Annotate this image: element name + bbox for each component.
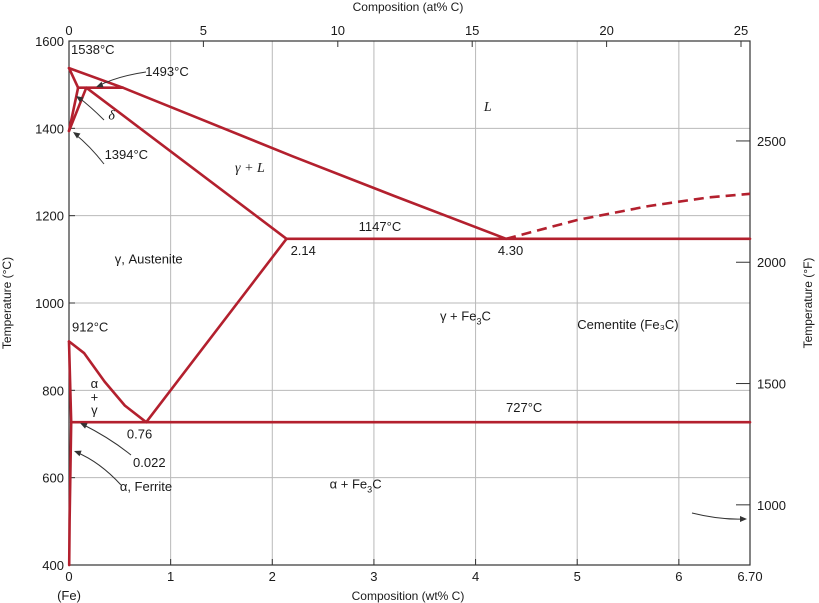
y-tick-label: 1600 xyxy=(35,34,64,49)
y-tick-label: 800 xyxy=(42,383,64,398)
y-axis-title-left: Temperature (°C) xyxy=(0,257,14,349)
x-tick-label: 6 xyxy=(675,569,682,584)
annotation-t912: 912°C xyxy=(72,319,108,334)
x2-tick-label: 0 xyxy=(65,23,72,38)
x-axis-title-bottom: Composition (wt% C) xyxy=(352,589,465,603)
x2-tick-label: 5 xyxy=(200,23,207,38)
x-tick-label: 3 xyxy=(370,569,377,584)
annotation-c214: 2.14 xyxy=(291,243,316,258)
phase-line-alpha-solvus-lower xyxy=(67,420,73,567)
x-tick-label: 4 xyxy=(472,569,479,584)
annotation-c430: 4.30 xyxy=(498,243,523,258)
region-label-alpha-plus-fe3c: α + Fe3C xyxy=(330,477,382,495)
annotations: 1538°C 1493°C 1394°C 1147°C 912°C 727°C 2.14 4.… xyxy=(71,42,679,494)
annotation-t727: 727°C xyxy=(506,400,542,415)
arrow-delta-head xyxy=(76,96,84,103)
phase-line-liquidus xyxy=(121,86,508,241)
annotation-c0022: 0.022 xyxy=(133,455,166,470)
annotation-cementite: Cementite (Fe₃C) xyxy=(577,317,678,332)
phase-line-a3-line xyxy=(67,340,148,424)
annotation-t1394: 1394°C xyxy=(105,147,149,162)
annotation-alpha-ferrite: α, Ferrite xyxy=(120,479,172,494)
callout-arrows xyxy=(73,71,747,522)
arrow-0022 xyxy=(81,423,132,456)
annotation-c076: 0.76 xyxy=(127,426,152,441)
phase-line-delta-liquidus xyxy=(67,66,125,89)
phase-line-delta-boundary-left xyxy=(67,66,80,89)
x-sublabel-fe: (Fe) xyxy=(57,588,81,603)
arrow-1493-head xyxy=(96,81,104,88)
region-label-L: L xyxy=(483,100,492,115)
arrow-cementite-head xyxy=(740,516,747,522)
annotation-t1147: 1147°C xyxy=(359,219,402,234)
region-label-alpha-gamma-a: α xyxy=(91,376,99,391)
x2-tick-label: 25 xyxy=(734,23,748,38)
grid-lines xyxy=(69,41,750,565)
y2-tick-label: 1000 xyxy=(757,498,786,513)
annotation-t1493: 1493°C xyxy=(145,64,189,79)
y-tick-label: 600 xyxy=(42,471,64,486)
y-tick-label: 1400 xyxy=(35,121,64,136)
arrow-1493 xyxy=(97,71,147,87)
arrow-delta xyxy=(77,96,105,121)
phase-line-acm-line xyxy=(144,237,288,424)
y-tick-label: 400 xyxy=(42,558,64,573)
annotation-t1538: 1538°C xyxy=(71,42,115,57)
x-tick-label: 2 xyxy=(269,569,276,584)
phase-line-cementite-liquidus xyxy=(505,192,751,241)
x2-tick-label: 10 xyxy=(331,23,345,38)
region-label-alpha-gamma-g: γ xyxy=(91,402,98,417)
region-label-alpha-gamma-plus: + xyxy=(91,389,99,404)
x-tick-label: 6.70 xyxy=(737,569,762,584)
x2-tick-label: 15 xyxy=(465,23,479,38)
annotation-gamma-austenite: γ, Austenite xyxy=(115,252,183,267)
y2-tick-label: 2500 xyxy=(757,134,786,149)
region-label-gamma-plus-fe3c: γ + Fe3C xyxy=(440,308,491,326)
arrow-1394 xyxy=(74,133,105,165)
x-tick-label: 5 xyxy=(574,569,581,584)
arrow-0022-head xyxy=(80,423,88,429)
region-label-delta: δ xyxy=(108,109,115,124)
x-tick-label: 0 xyxy=(65,569,72,584)
arrow-1394-head xyxy=(73,132,81,139)
x2-tick-label: 20 xyxy=(599,23,613,38)
y-tick-label: 1000 xyxy=(35,296,64,311)
y-axis-title-right: Temperature (°F) xyxy=(801,258,815,349)
x-axis-title-top: Composition (at% C) xyxy=(353,0,464,14)
phase-line-solidus xyxy=(85,86,288,241)
y-tick-label: 1200 xyxy=(35,209,64,224)
phase-boundaries xyxy=(67,66,752,567)
arrow-cementite xyxy=(691,512,745,520)
x-tick-label: 1 xyxy=(167,569,174,584)
y2-tick-label: 1500 xyxy=(757,377,786,392)
phase-line-alpha-solvus-upper xyxy=(67,340,73,424)
arrow-ferrite xyxy=(75,451,122,486)
arrow-ferrite-head xyxy=(74,450,82,457)
phase-line-austenite-delta-boundary xyxy=(67,86,88,133)
y2-tick-label: 2000 xyxy=(757,255,786,270)
region-label-gamma-plus-L: γ + L xyxy=(235,161,265,176)
